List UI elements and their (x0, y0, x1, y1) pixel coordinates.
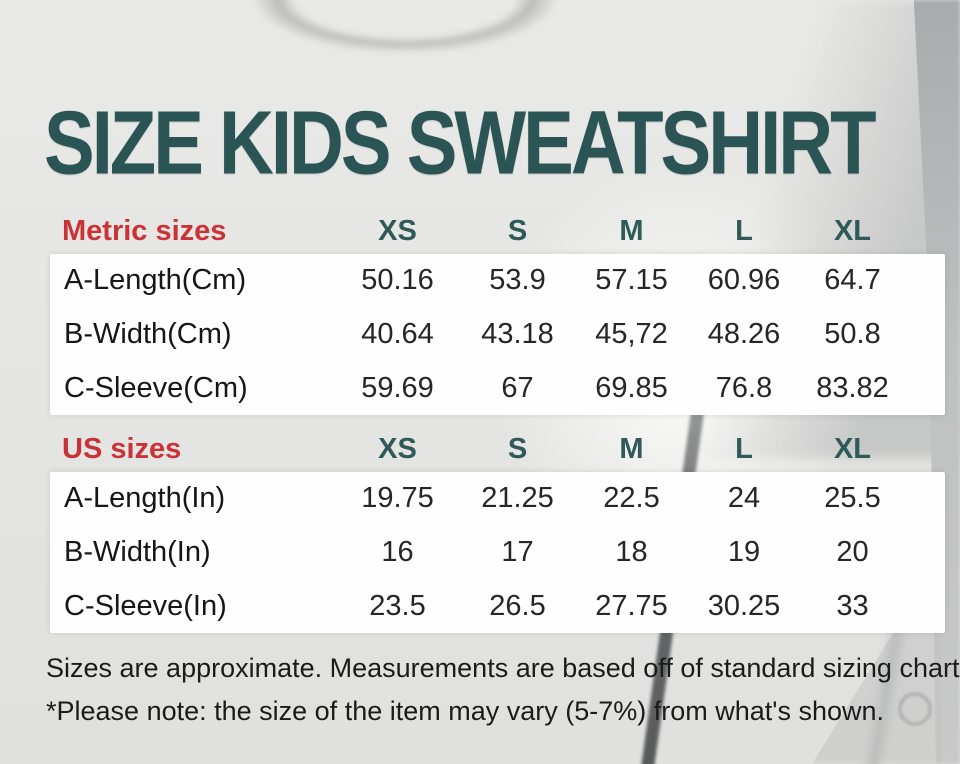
size-value: 16 (381, 535, 414, 568)
size-col-header-m: M (619, 214, 644, 247)
us-section-header: US sizes XS S M L XL (50, 426, 945, 472)
size-col-header-l: L (735, 214, 753, 247)
metric-section-header: Metric sizes XS S M L XL (50, 208, 945, 254)
size-value: 50.16 (361, 264, 434, 297)
size-col-header-l: L (735, 432, 753, 465)
page-title: SIZE KIDS SWEATSHIRT (44, 93, 877, 194)
metric-sizes-label: Metric sizes (62, 214, 227, 247)
size-value: 43.18 (481, 317, 554, 350)
size-value: 20 (836, 535, 869, 568)
size-value: 24 (727, 482, 761, 515)
size-col-header-xl: XL (833, 432, 872, 465)
size-value: 45,72 (595, 317, 668, 350)
size-value: 27.75 (595, 589, 668, 622)
row-label: C-Sleeve(In) (64, 589, 227, 622)
table-row: B-Width(In) 16 17 18 19 20 (50, 526, 945, 580)
size-value: 22.5 (603, 482, 660, 515)
footnote-variance: *Please note: the size of the item may v… (46, 696, 885, 726)
size-value: 83.82 (816, 371, 889, 404)
footnote-approximate: Sizes are approximate. Measurements are … (46, 653, 960, 683)
table-row: B-Width(Cm) 40.64 43.18 45,72 48.26 50.8 (50, 308, 945, 362)
table-row: C-Sleeve(In) 23.5 26.5 27.75 30.25 33 (50, 579, 945, 633)
size-value: 53.9 (489, 264, 546, 297)
size-col-header-xs: XS (378, 214, 417, 247)
row-label: B-Width(Cm) (64, 317, 232, 350)
size-col-header-s: S (507, 214, 528, 247)
us-sizes-label: US sizes (62, 432, 182, 465)
table-row: A-Length(In) 19.75 21.25 22.5 24 25.5 (50, 472, 945, 526)
table-row: A-Length(Cm) 50.16 53.9 57.15 60.96 64.7 (50, 254, 945, 308)
size-col-header-s: S (507, 432, 528, 465)
size-value: 64.7 (824, 264, 881, 297)
us-rows-block: A-Length(In) 19.75 21.25 22.5 24 25.5 B-… (50, 472, 945, 633)
row-label: C-Sleeve(Cm) (64, 371, 248, 404)
row-label: A-Length(In) (64, 482, 226, 515)
size-value: 26.5 (489, 589, 546, 622)
size-col-header-xl: XL (833, 214, 872, 247)
size-value: 33 (836, 589, 869, 622)
size-col-header-m: M (619, 432, 644, 465)
size-value: 48.26 (707, 317, 781, 350)
size-value: 59.69 (361, 371, 434, 404)
size-value: 23.5 (369, 589, 426, 622)
size-value: 30.25 (707, 589, 781, 622)
row-label: A-Length(Cm) (64, 264, 247, 297)
size-value: 17 (501, 535, 534, 568)
size-value: 57.15 (595, 264, 668, 297)
size-value: 19 (727, 535, 761, 568)
size-value: 50.8 (824, 317, 881, 350)
size-value: 19.75 (361, 482, 434, 515)
size-value: 40.64 (361, 317, 434, 350)
size-col-header-xs: XS (378, 432, 417, 465)
metric-rows-block: A-Length(Cm) 50.16 53.9 57.15 60.96 64.7… (50, 254, 945, 415)
size-value: 76.8 (715, 371, 773, 404)
row-label: B-Width(In) (64, 535, 211, 568)
size-value: 25.5 (824, 482, 881, 515)
size-value: 18 (615, 535, 648, 568)
size-value: 67 (501, 371, 534, 404)
table-row: C-Sleeve(Cm) 59.69 67 69.85 76.8 83.82 (50, 361, 945, 415)
size-value: 21.25 (481, 482, 554, 515)
size-value: 69.85 (595, 371, 668, 404)
size-value: 60.96 (707, 264, 781, 297)
